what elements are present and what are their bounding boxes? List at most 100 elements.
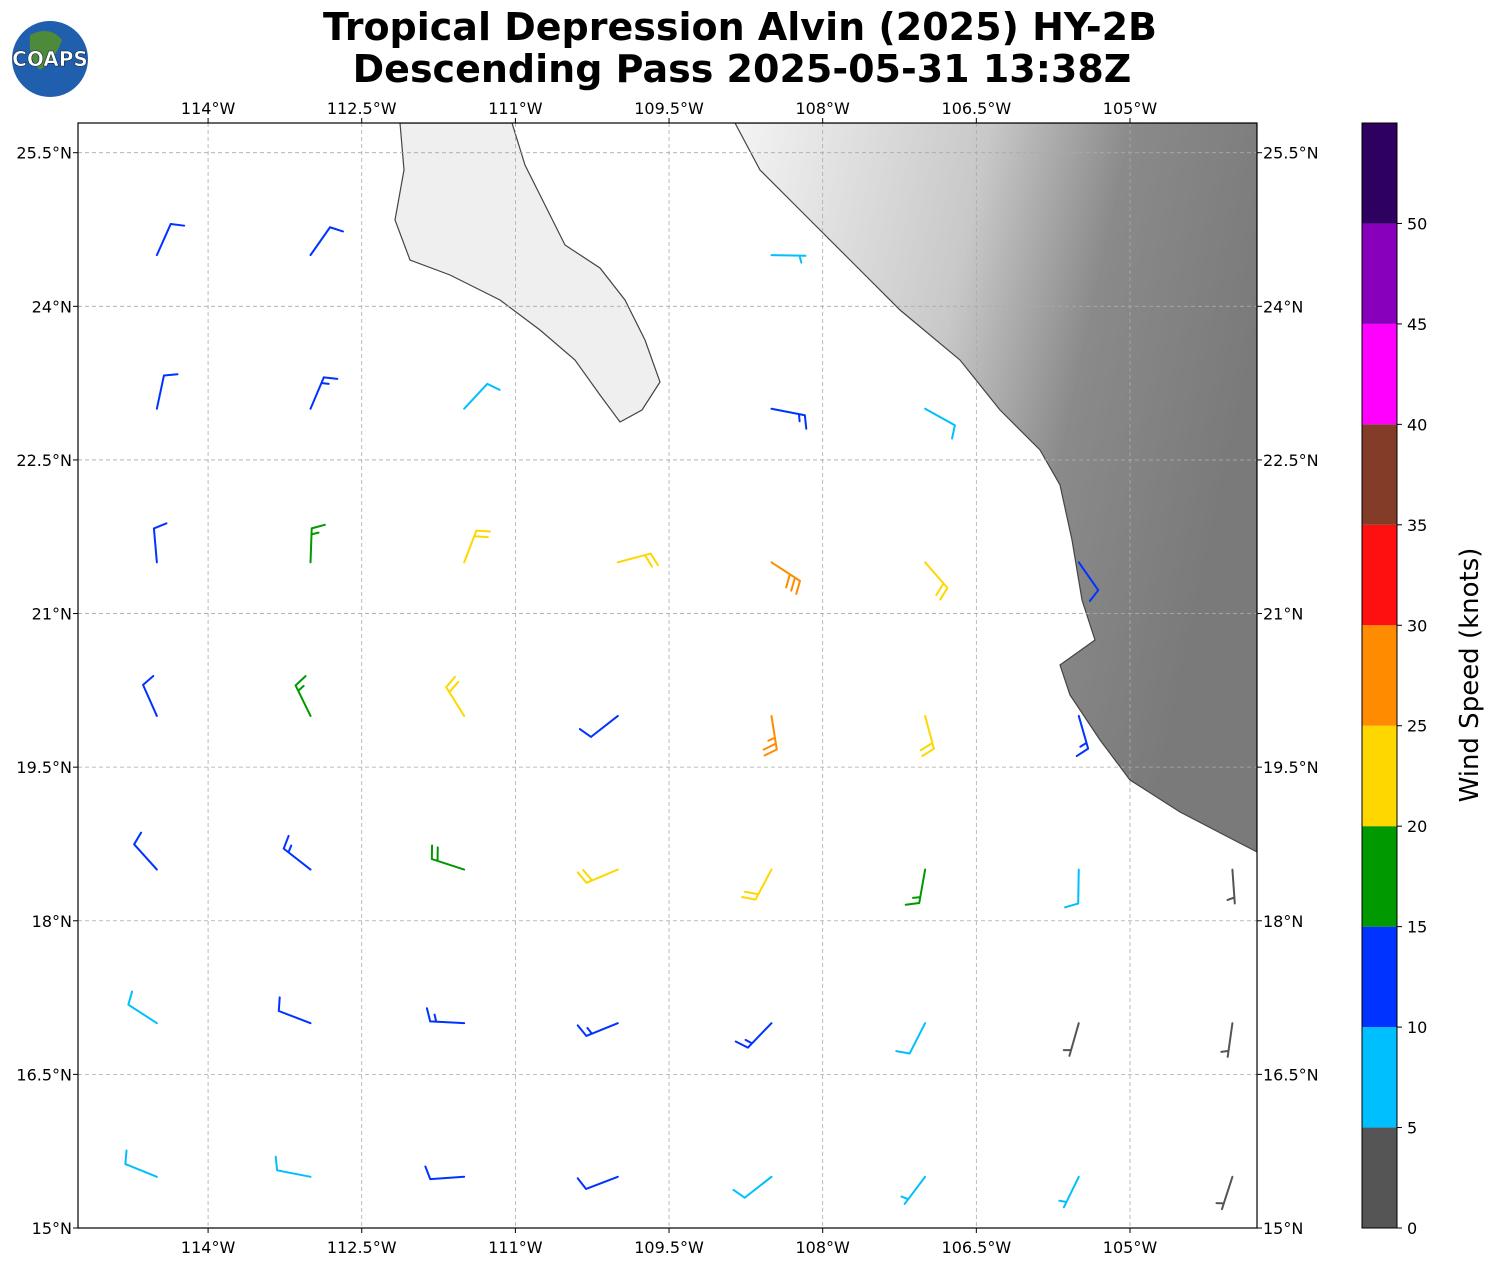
y-tick-label: 21°N xyxy=(32,605,72,624)
baja-peninsula xyxy=(394,123,661,423)
wind-barb xyxy=(294,675,312,717)
y-tick-label: 15°N xyxy=(1263,1219,1303,1238)
wind-barb xyxy=(770,254,807,264)
chart-subtitle: Descending Pass 2025-05-31 13:38Z xyxy=(353,47,1132,91)
x-tick-label: 111°W xyxy=(488,99,543,118)
wind-barb xyxy=(1075,714,1090,758)
colorbar-tick-label: 15 xyxy=(1407,918,1427,937)
wind-barb xyxy=(274,1155,312,1178)
wind-barb xyxy=(741,868,773,901)
wind-barb xyxy=(924,407,956,440)
wind-barb xyxy=(770,561,801,595)
x-tick-label: 114°W xyxy=(181,1238,236,1257)
wind-barb xyxy=(430,844,466,871)
wind-barb xyxy=(900,1175,927,1205)
logo-land xyxy=(29,31,62,70)
wind-barb xyxy=(309,226,344,257)
wind-barb xyxy=(142,674,158,717)
y-tick-label: 19.5°N xyxy=(16,758,72,777)
wind-barb xyxy=(309,376,339,410)
colorbar-bin xyxy=(1362,625,1397,726)
colorbar-tick-label: 50 xyxy=(1407,214,1427,233)
colorbar-tick-label: 5 xyxy=(1407,1119,1417,1138)
x-tick-label: 112.5°W xyxy=(327,1238,397,1257)
y-tick-label: 16.5°N xyxy=(16,1065,72,1084)
y-tick-label: 22.5°N xyxy=(16,451,72,470)
x-tick-label: 111°W xyxy=(488,1238,543,1257)
wind-barb xyxy=(924,561,949,601)
land xyxy=(394,123,1257,853)
x-tick-label: 105°W xyxy=(1103,99,1158,118)
wind-barb xyxy=(895,1022,927,1055)
y-tick-label: 25.5°N xyxy=(1263,144,1319,163)
x-tick-label: 109.5°W xyxy=(634,1238,704,1257)
colorbar-bin xyxy=(1362,826,1397,927)
grid xyxy=(73,118,1262,1233)
plot-frame xyxy=(77,122,1258,1229)
wind-barb xyxy=(770,407,808,430)
colorbar-bin xyxy=(1362,524,1397,626)
wind-barb xyxy=(576,868,619,884)
logo-text: COAPS xyxy=(12,47,88,71)
wind-barb xyxy=(155,223,186,257)
colorbar-bin xyxy=(1362,424,1397,525)
wind-barb xyxy=(277,996,312,1025)
colorbar-bin xyxy=(1362,1127,1397,1228)
wind-barb xyxy=(1062,1022,1080,1057)
logo: COAPS xyxy=(12,21,88,97)
x-tick-label: 106.5°W xyxy=(942,1238,1012,1257)
x-tick-label: 109.5°W xyxy=(634,99,704,118)
mainland xyxy=(734,123,1257,853)
wind-barb xyxy=(616,552,659,568)
colorbar-tick-label: 35 xyxy=(1407,516,1427,535)
chart-title: Tropical Depression Alvin (2025) HY-2B xyxy=(323,5,1157,49)
wind-barb xyxy=(282,834,312,871)
colorbar-bin xyxy=(1362,123,1397,224)
wind-barb xyxy=(1215,1175,1234,1211)
y-tick-label: 21°N xyxy=(1263,605,1303,624)
colorbar-bin xyxy=(1362,1027,1397,1128)
wind-barb xyxy=(155,373,179,410)
wind-barb xyxy=(1064,868,1080,909)
wind-barb xyxy=(1077,561,1100,602)
wind-barb xyxy=(127,990,158,1025)
y-tick-label: 22.5°N xyxy=(1263,451,1319,470)
colorbar-tick-label: 30 xyxy=(1407,616,1427,635)
wind-barb xyxy=(762,714,778,757)
x-tick-label: 105°W xyxy=(1103,1238,1158,1257)
y-tick-label: 18°N xyxy=(32,912,72,931)
y-tick-label: 24°N xyxy=(1263,297,1303,316)
wind-barb xyxy=(919,714,935,758)
colorbar-bin xyxy=(1362,926,1397,1028)
wind-barb xyxy=(463,382,501,410)
colorbar-tick-label: 45 xyxy=(1407,315,1427,334)
barbs xyxy=(124,223,1236,1211)
colorbar-bin xyxy=(1362,223,1397,324)
wind-barb xyxy=(904,868,927,906)
y-tick-label: 24°N xyxy=(32,297,72,316)
wind-barb xyxy=(133,831,158,871)
colorbar-frame xyxy=(1361,122,1398,1229)
y-tick-label: 19.5°N xyxy=(1263,758,1319,777)
wind-barb xyxy=(1058,1175,1080,1209)
colorbar-tick-label: 10 xyxy=(1407,1018,1427,1037)
wind-barb xyxy=(424,1165,466,1181)
y-tick-label: 25.5°N xyxy=(16,144,72,163)
x-tick-label: 114°W xyxy=(181,99,236,118)
wind-barb xyxy=(576,1175,619,1190)
x-tick-label: 108°W xyxy=(796,1238,851,1257)
wind-barb xyxy=(578,714,619,738)
wind-barb xyxy=(152,522,168,564)
wind-barb xyxy=(124,1149,158,1178)
y-tick-label: 16.5°N xyxy=(1263,1065,1319,1084)
wind-barb xyxy=(1220,1022,1234,1058)
x-tick-label: 106.5°W xyxy=(942,99,1012,118)
x-tick-label: 112.5°W xyxy=(327,99,397,118)
wind-barb xyxy=(732,1175,773,1199)
colorbar-label: Wind Speed (knots) xyxy=(1455,548,1485,803)
colorbar-bin xyxy=(1362,323,1397,425)
wind-barb xyxy=(309,523,326,564)
y-tick-label: 15°N xyxy=(32,1219,72,1238)
colorbar-tick-label: 40 xyxy=(1407,415,1427,434)
